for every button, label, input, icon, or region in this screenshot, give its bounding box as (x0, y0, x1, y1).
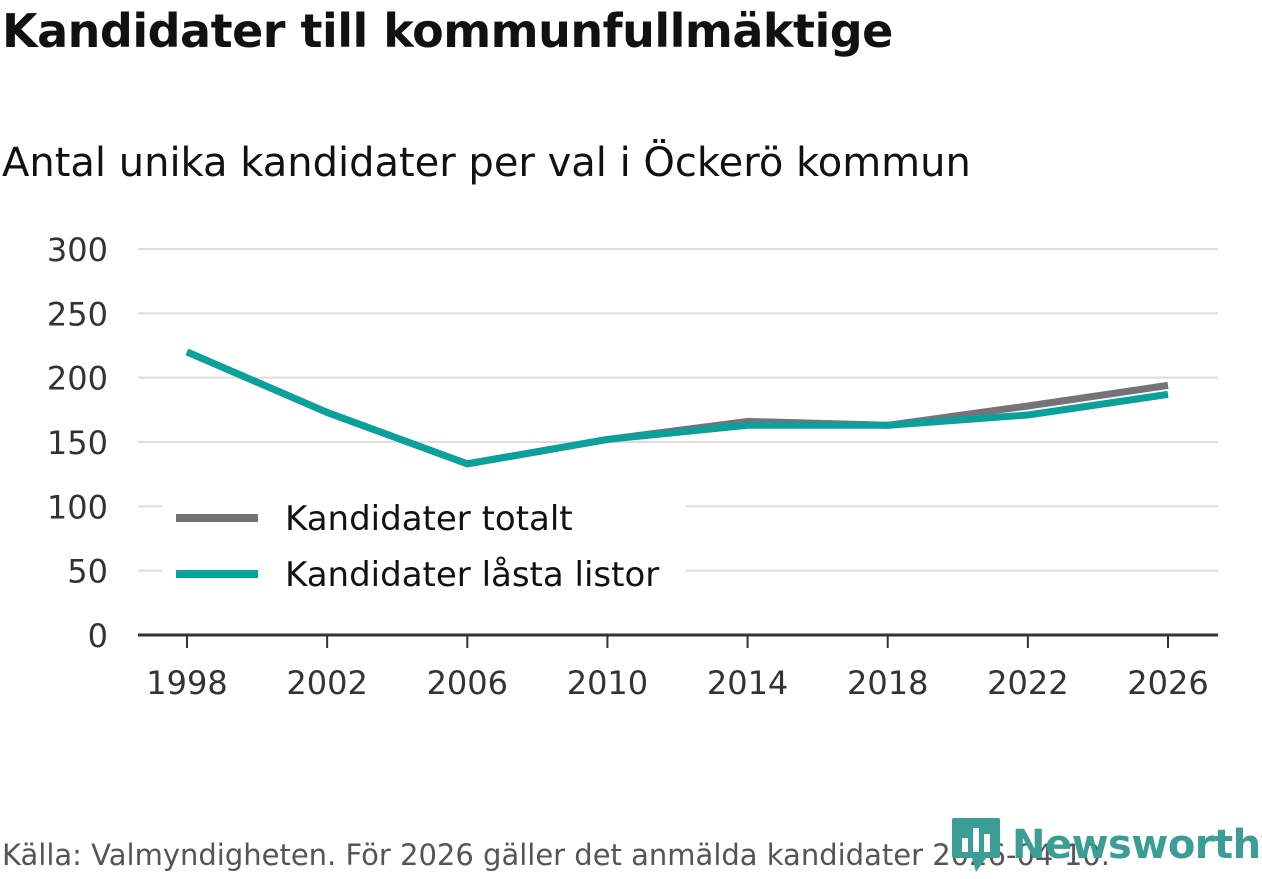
x-tick-label: 2014 (707, 664, 788, 702)
series-line-kandidater-lasta-listor (185, 348, 1169, 468)
x-tick-label: 2022 (987, 664, 1068, 702)
x-tick-label: 2002 (286, 664, 367, 702)
series-lines (185, 348, 1169, 468)
chart-title: Kandidater till kommunfullmäktige (2, 4, 893, 58)
legend-label: Kandidater låsta listor (285, 555, 659, 595)
source-note: Källa: Valmyndigheten. För 2026 gäller d… (2, 838, 1110, 872)
legend-label: Kandidater totalt (285, 499, 573, 539)
y-tick-label: 0 (88, 617, 108, 655)
x-tick-label: 2026 (1127, 664, 1208, 702)
x-tick-label: 1998 (146, 664, 227, 702)
brand-name: Newsworthy (1012, 822, 1262, 868)
bar-chart-icon (952, 818, 1000, 872)
series-line-kandidater-totalt (185, 348, 1169, 468)
x-tick-label: 2018 (847, 664, 928, 702)
legend: Kandidater totalt Kandidater låsta listor (162, 497, 686, 601)
chart-subtitle: Antal unika kandidater per val i Öckerö … (2, 140, 971, 186)
y-tick-label: 200 (47, 360, 108, 398)
brand-logo: Newsworthy (950, 816, 1262, 874)
y-tick-label: 300 (47, 231, 108, 269)
x-tick-label: 2006 (427, 664, 508, 702)
y-tick-label: 250 (47, 295, 108, 333)
y-tick-label: 50 (67, 553, 108, 591)
x-tick-label: 2010 (567, 664, 648, 702)
y-tick-label: 150 (47, 424, 108, 462)
y-axis-tick-labels: 0 50 100 150 200 250 300 (47, 231, 108, 655)
y-tick-label: 100 (47, 488, 108, 526)
x-axis (138, 633, 1218, 648)
x-axis-tick-labels: 1998 2002 2006 2010 2014 2018 2022 2026 (146, 664, 1208, 702)
